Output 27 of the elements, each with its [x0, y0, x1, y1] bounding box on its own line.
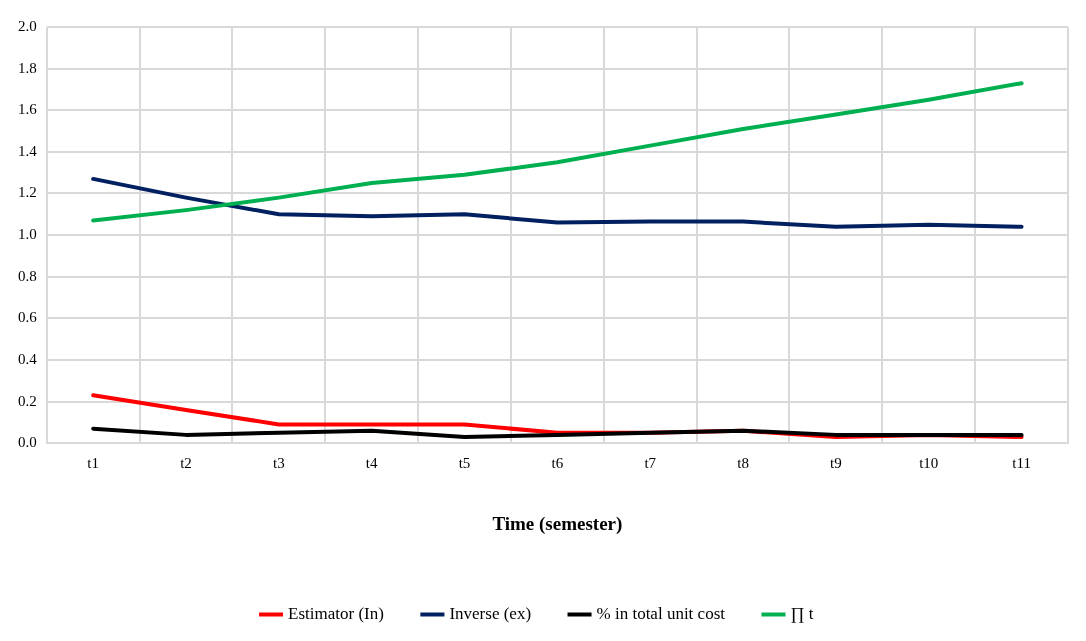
legend-label: ∏ t	[790, 603, 814, 623]
x-tick-label: t4	[365, 455, 379, 472]
y-tick-label: 0.0	[18, 434, 37, 451]
y-tick-label: 1.0	[18, 226, 37, 243]
legend-label: Estimator (In)	[288, 603, 384, 623]
y-tick-label: 1.2	[18, 184, 37, 201]
y-tick-label: 1.8	[18, 59, 37, 76]
x-tick-label: t6	[551, 455, 564, 472]
x-tick-label: t10	[919, 455, 939, 472]
y-tick-label: 0.8	[18, 267, 37, 284]
y-tick-label: 0.6	[18, 309, 38, 326]
x-tick-label: t3	[273, 455, 285, 472]
x-axis-title: Time (semester)	[492, 512, 623, 535]
x-tick-label: t11	[1012, 455, 1031, 472]
y-tick-label: 2.0	[18, 17, 37, 34]
x-tick-label: t5	[458, 455, 471, 472]
x-tick-label: t8	[737, 455, 749, 472]
y-tick-label: 0.4	[18, 350, 38, 367]
x-tick-label: t9	[830, 455, 842, 472]
y-tick-label: 0.2	[18, 392, 37, 409]
legend-label: % in total unit cost	[596, 603, 726, 623]
legend-label: Inverse (ex)	[449, 603, 532, 623]
y-tick-label: 1.4	[18, 142, 38, 159]
x-tick-label: t2	[180, 455, 192, 472]
y-tick-label: 1.6	[18, 101, 38, 118]
x-tick-label: t7	[644, 455, 657, 472]
x-tick-label: t1	[87, 455, 100, 472]
